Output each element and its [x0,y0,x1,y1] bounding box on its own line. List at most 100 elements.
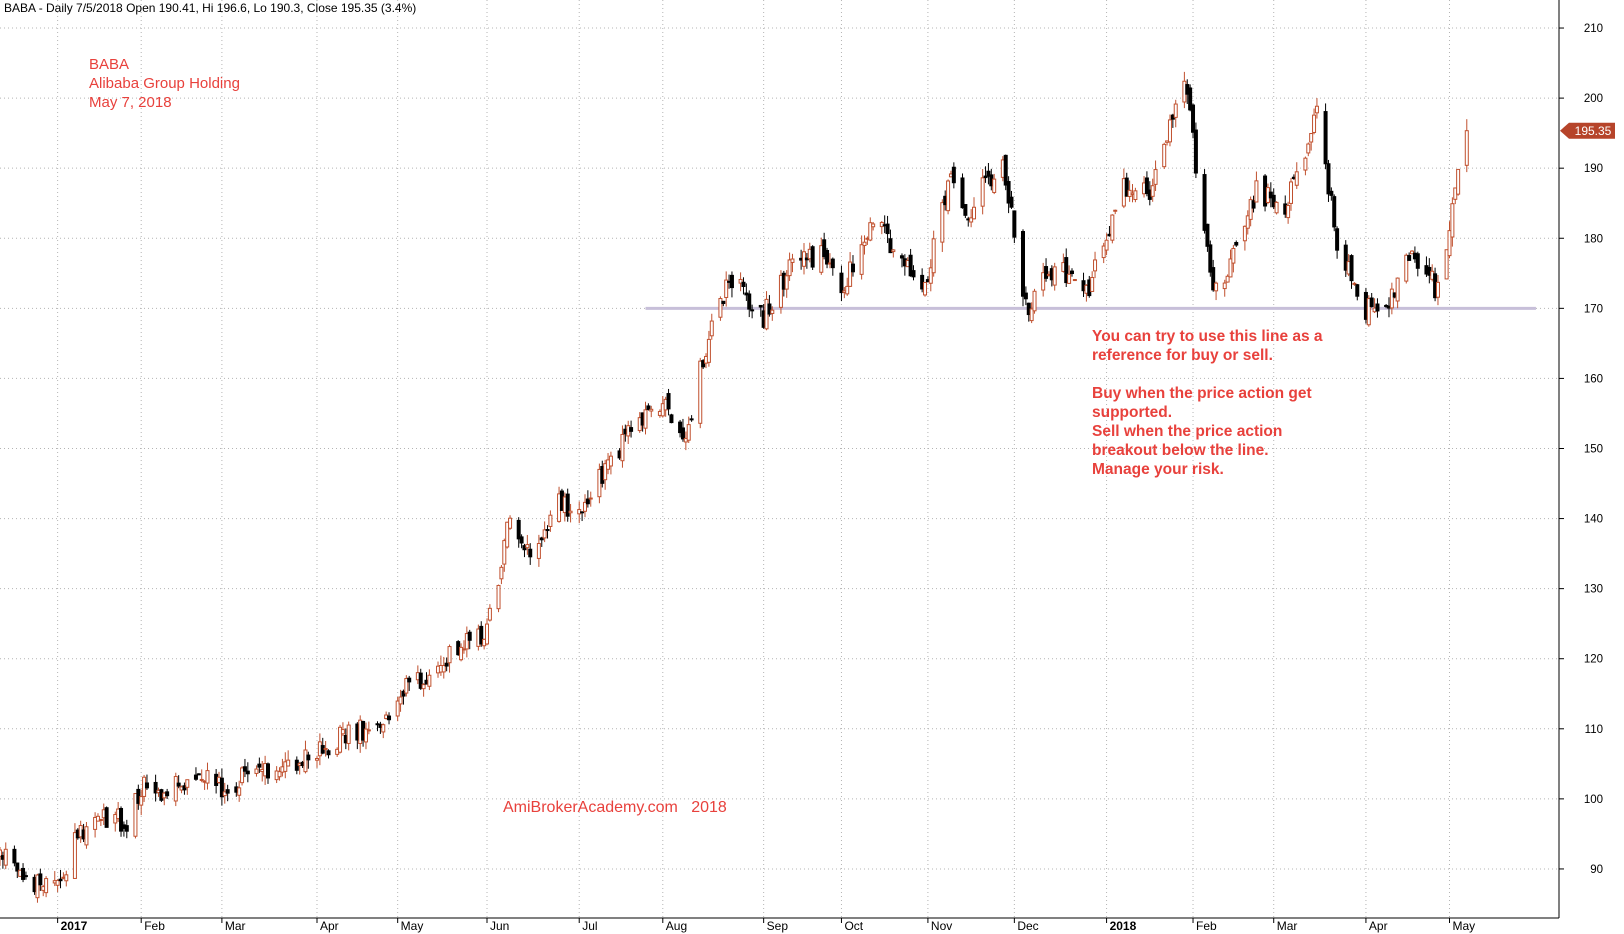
y-tick-label: 90 [1590,864,1603,876]
candle-body [286,759,291,767]
watermark: AmiBrokerAcademy.com 2018 [503,799,727,816]
candle-body [1312,114,1317,133]
annotation-line: reference for buy or sell. [1092,347,1273,364]
candle-body [84,826,89,846]
candle-body [1444,249,1449,280]
candle-body [1231,247,1236,264]
candle-body [418,672,423,689]
candle-body [363,728,368,743]
candle-body [1090,277,1095,292]
annotation-line [1092,365,1323,384]
candle-body [242,766,247,772]
candle-body [649,408,654,412]
candle-body [3,848,8,866]
candle-body [525,544,530,549]
candle-body [689,418,694,421]
candle-body [899,255,904,259]
candle-body [467,631,472,641]
candle-body [323,747,328,750]
candle-body [119,807,124,832]
y-tick-label: 150 [1584,443,1603,455]
candle-body [960,177,965,209]
candle-body [314,758,319,761]
candle-body [505,521,510,548]
candle-body [1289,181,1294,204]
candle-body [193,774,198,780]
x-tick-label: Oct [844,919,863,933]
candle-body [810,246,815,268]
candle-body [868,222,873,241]
chart-header: BABA - Daily 7/5/2018 Open 190.41, Hi 19… [4,1,417,15]
ticker-info: BABA Alibaba Group Holding May 7, 2018 [89,55,240,112]
candle-body [1052,266,1057,286]
candle-body [219,777,224,798]
candle-body [64,874,69,882]
candle-body [459,646,464,661]
candle-body [1306,143,1311,154]
candle-body [1294,171,1299,186]
x-tick-label: Dec [1017,919,1038,933]
candle-body [1133,190,1138,201]
candle-body [93,816,98,830]
x-tick-label: 2017 [61,919,88,933]
annotation-line: Buy when the price action get [1092,385,1312,402]
candle-body [1144,177,1149,194]
candle-body [536,542,541,559]
candle-body [718,298,723,318]
candle-body [825,249,830,265]
candle-body [173,775,178,802]
candle-body [1248,199,1253,220]
y-tick-label: 180 [1584,233,1603,245]
candle-body [629,427,634,432]
candle-body [1173,103,1178,118]
y-tick-label: 200 [1584,93,1603,105]
candle-body [701,360,706,368]
candle-body [1326,163,1331,195]
candle-body [1366,298,1371,326]
candle-body [542,529,547,539]
y-tick-label: 190 [1584,163,1603,175]
candle-body [1032,290,1037,312]
chart-date: May 7, 2018 [89,94,172,111]
candle-body [885,223,890,235]
candle-body [888,238,893,254]
candle-body [98,819,103,822]
candle-body [1113,209,1118,212]
candle-body [911,270,916,278]
candle-body [95,815,100,822]
candle-body [1012,210,1017,238]
candle-body [871,223,876,228]
candle-body [508,517,513,529]
annotation-line: Manage your risk. [1092,461,1224,478]
company-name: Alibaba Group Holding [89,75,240,92]
candle-body [1021,231,1026,297]
candle-body [1375,303,1380,312]
candle-body [963,204,968,216]
x-tick-label: Sep [767,919,789,933]
candle-body [1395,277,1400,302]
candle-body [447,646,452,664]
candle-body [1352,282,1357,285]
candle-body [0,849,2,857]
candle-body [421,684,426,690]
candle-body [859,244,864,275]
candle-body [850,263,855,273]
candle-body [992,178,997,193]
candle-body [35,874,40,899]
candle-body [1343,244,1348,271]
candle-body [1041,272,1046,291]
candle-body [1404,254,1409,282]
y-tick-label: 170 [1584,303,1603,315]
candle-body [237,787,242,796]
candle-body [222,791,227,797]
candle-body [1323,111,1328,165]
candle-body [1101,245,1106,259]
candle-body [199,778,204,781]
candle-body [1214,282,1219,292]
candle-body [1407,255,1412,261]
candle-body [1153,169,1158,185]
candle-body [706,338,711,363]
candle-body [225,789,230,794]
candle-body [747,293,752,310]
